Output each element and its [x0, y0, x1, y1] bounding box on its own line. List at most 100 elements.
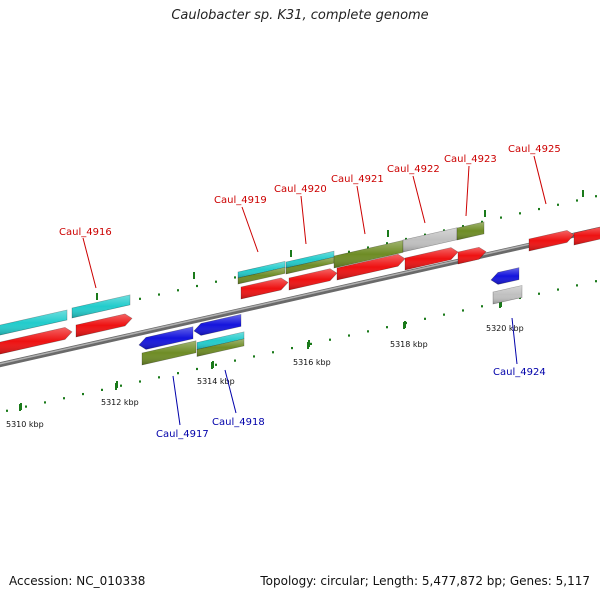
gene-block-cyan-b [71, 294, 131, 319]
accession-text: Accession: NC_010338 [9, 574, 146, 588]
gene-block-cyan-b-shade [72, 294, 130, 318]
tick-label-5318: 5318 kbp [390, 340, 428, 349]
guide-dot [101, 388, 103, 391]
gene-block-olive-d-shade [457, 221, 484, 240]
guide-dot [443, 313, 445, 316]
gene-label-caul-4925[interactable]: Caul_4925 [508, 144, 561, 155]
guide-dot [424, 317, 426, 320]
guide-dot [291, 346, 293, 350]
guide-dot [234, 359, 236, 362]
gene-block-olive-f-shade [197, 338, 244, 357]
guide-dot [481, 220, 483, 223]
gene-block-red-b [75, 313, 133, 338]
gene-block-red-c-shade [241, 277, 288, 299]
gene-label-caul-4924[interactable]: Caul_4924 [493, 367, 546, 378]
leader-line-bottom [172, 375, 181, 426]
guide-major-tick [290, 250, 292, 257]
guide-dot [443, 229, 445, 232]
guide-dot [139, 380, 141, 383]
gene-block-red-a [0, 327, 73, 355]
gene-block-red-d-shade [289, 268, 337, 290]
guide-dot [177, 289, 179, 292]
gene-block-olive-f [196, 338, 245, 357]
guide-dot [44, 401, 46, 404]
tick-label-5312: 5312 kbp [101, 398, 139, 407]
guide-dot [158, 293, 160, 296]
gene-block-red-f-shade [405, 247, 458, 270]
guide-major-tick [193, 272, 195, 279]
gene-label-caul-4917[interactable]: Caul_4917 [156, 429, 209, 440]
tick-label-5314: 5314 kbp [197, 377, 235, 386]
leader-line-top [82, 237, 97, 289]
guide-major-tick [484, 210, 486, 217]
guide-tracks [6, 190, 597, 412]
leader-line-top [533, 155, 547, 205]
guide-dot [234, 276, 236, 279]
leader-line-top [356, 185, 366, 235]
gene-block-blue-b-shade [194, 314, 241, 336]
guide-dot [215, 280, 217, 283]
gene-block-cyan-a-shade [0, 309, 67, 336]
gene-block-cyan-d-shade [286, 251, 334, 268]
gene-block-blue-c-shade [491, 267, 519, 285]
guide-dot [519, 212, 521, 215]
gene-block-blue-a [138, 326, 194, 350]
backbone [0, 226, 600, 368]
leader-line-top [241, 206, 259, 253]
guide-dot [63, 397, 65, 400]
guide-dot [253, 355, 255, 358]
gene-label-caul-4922[interactable]: Caul_4922 [387, 164, 440, 175]
guide-dot [462, 225, 464, 228]
guide-dot [196, 284, 198, 288]
gene-label-caul-4916[interactable]: Caul_4916 [59, 227, 112, 238]
gene-label-caul-4920[interactable]: Caul_4920 [274, 184, 327, 195]
gene-block-olive-b-shade [286, 257, 334, 274]
genome-stats-text: Topology: circular; Length: 5,477,872 bp… [260, 574, 590, 588]
guide-dot [538, 292, 540, 295]
leader-line-top [412, 175, 426, 224]
gene-block-red-i-shade [574, 227, 600, 245]
gene-block-red-e [336, 253, 406, 281]
gene-block-olive-a [237, 267, 286, 285]
guide-dot [481, 305, 483, 308]
label-leaders [82, 155, 547, 426]
gene-block-cyan-a [0, 309, 68, 336]
guide-dot [424, 233, 426, 236]
guide-dot [557, 288, 559, 291]
gene-label-caul-4923[interactable]: Caul_4923 [444, 154, 497, 165]
gene-label-caul-4919[interactable]: Caul_4919 [214, 195, 267, 206]
guide-dot [595, 195, 597, 198]
guide-dot [519, 296, 521, 300]
guide-dot [139, 297, 141, 300]
gene-label-caul-4921[interactable]: Caul_4921 [331, 174, 384, 185]
guide-dot [576, 199, 578, 202]
guide-dot [557, 203, 559, 206]
map-title: Caulobacter sp. K31, complete genome [171, 8, 429, 23]
gene-block-blue-b [193, 314, 242, 336]
guide-dot [82, 392, 84, 396]
gene-block-red-i [573, 226, 600, 246]
gene-label-caul-4918[interactable]: Caul_4918 [212, 417, 265, 428]
guide-dot [310, 342, 312, 345]
guide-dot [215, 363, 217, 366]
guide-dot [386, 242, 388, 245]
gene-block-red-g [457, 246, 487, 265]
guide-dot [177, 372, 179, 375]
guide-dot [367, 246, 369, 249]
leader-line-top [465, 165, 470, 217]
leader-line-bottom [511, 317, 518, 365]
tick-label-5320: 5320 kbp [486, 324, 524, 333]
guide-major-tick [387, 230, 389, 237]
guide-dot [348, 334, 350, 337]
gene-block-cyan-e-shade [197, 331, 244, 350]
gene-block-olive-a-shade [238, 267, 285, 284]
guide-dot [158, 376, 160, 379]
scale-ticks: 5310 kbp 5312 kbp 5314 kbp 5316 kbp 5318… [6, 301, 524, 429]
guide-dot [272, 351, 274, 354]
guide-major-tick [582, 190, 584, 197]
gene-block-olive-e-shade [142, 340, 196, 365]
gene-block-red-e-shade [337, 254, 405, 280]
gene-block-blue-a-shade [139, 326, 193, 350]
